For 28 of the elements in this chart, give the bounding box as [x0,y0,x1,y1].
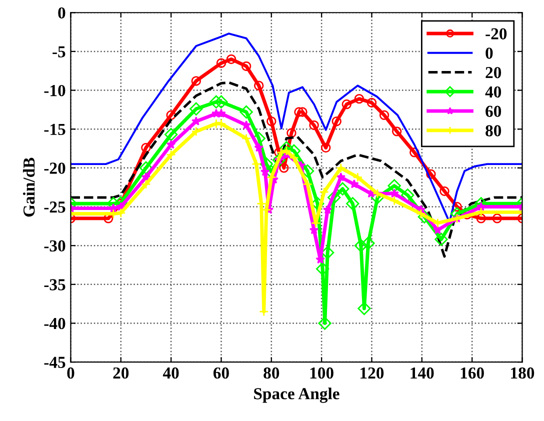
legend-label: 0 [486,48,493,59]
x-tick-label: 140 [410,367,434,379]
y-tick-label: -20 [44,162,66,174]
y-tick-label: -25 [44,202,66,213]
legend-label: 60 [486,106,502,117]
y-tick-label: -45 [44,356,66,368]
legend-label: 40 [485,86,502,98]
x-tick-label: 120 [360,367,384,379]
y-tick-label: -40 [44,318,66,330]
x-tick-label: 20 [113,367,129,379]
y-tick-label: -35 [44,279,66,290]
y-tick-label: -10 [44,84,66,96]
legend-label: -20 [486,28,507,40]
x-tick-label: 160 [460,367,484,379]
x-tick-label: 100 [310,367,334,379]
y-axis-title: Gain/dB [22,158,35,217]
y-tick-label: 0 [58,7,66,19]
x-tick-label: 40 [162,367,179,379]
x-tick-label: 60 [213,367,229,379]
y-tick-label: -5 [52,46,66,58]
y-tick-label: -30 [44,240,66,252]
legend-label: 80 [486,125,502,136]
x-tick-label: 80 [264,367,280,379]
x-tick-label: 0 [67,367,74,379]
legend-label: 20 [486,66,502,78]
x-tick-label: 180 [511,367,534,379]
x-axis-title: Space Angle [254,388,340,403]
y-tick-label: -15 [44,124,66,136]
